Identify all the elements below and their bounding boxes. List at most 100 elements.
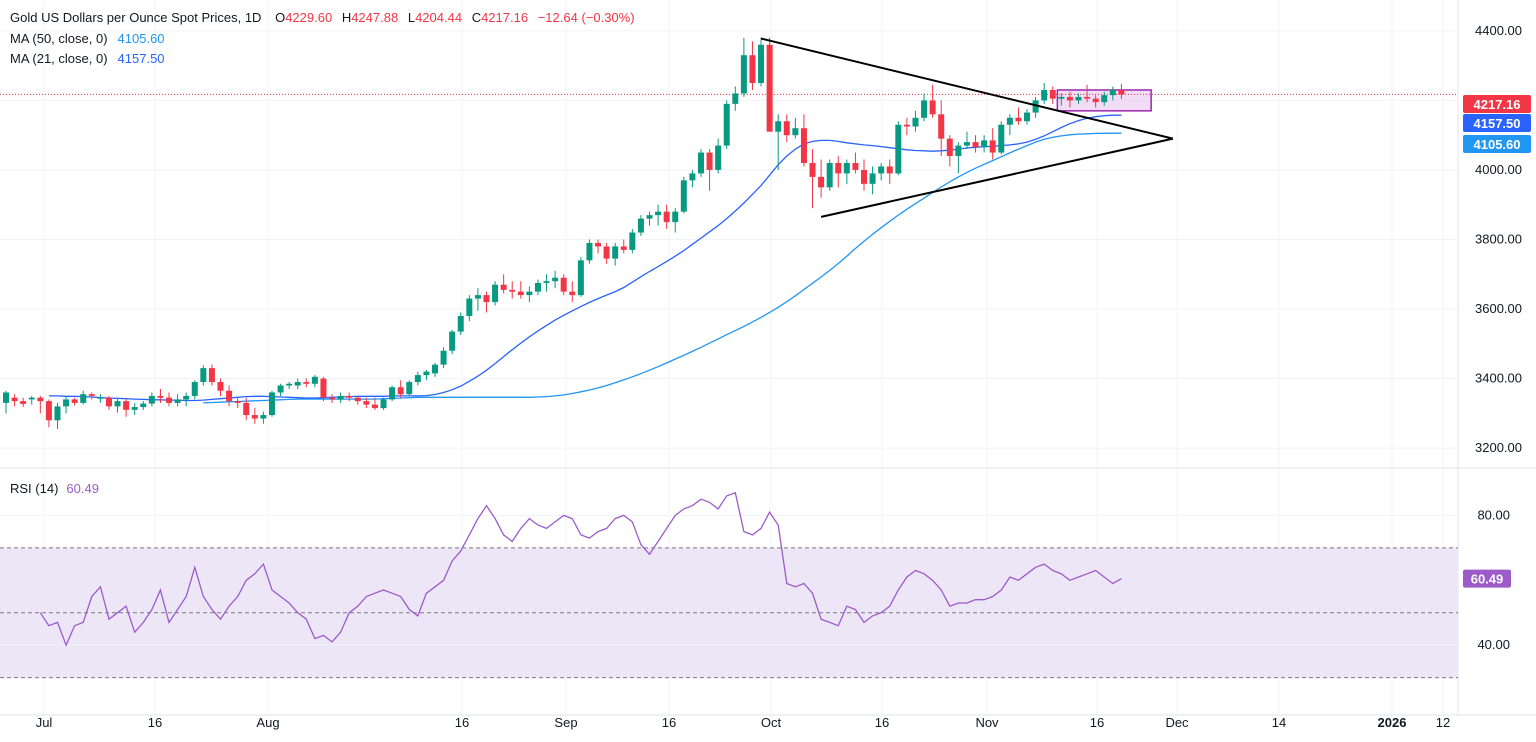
candle-body	[191, 382, 198, 396]
candle	[697, 149, 704, 177]
candle	[706, 149, 713, 191]
candle-body	[792, 128, 799, 136]
symbol-legend: Gold US Dollars per Ounce Spot Prices, 1…	[10, 10, 635, 26]
candle	[114, 397, 121, 413]
candle	[1032, 96, 1039, 118]
candle-body	[97, 397, 104, 399]
candle-body	[620, 246, 627, 250]
candle	[97, 394, 104, 403]
high-value: 4247.88	[351, 10, 399, 25]
candle-body	[37, 397, 44, 402]
candle	[320, 376, 327, 402]
candle	[1024, 109, 1031, 125]
ma50-label: MA (50, close, 0)	[10, 31, 108, 46]
price-badge-label: 4157.50	[1474, 116, 1521, 131]
candle	[337, 392, 344, 403]
ma21-value: 4157.50	[117, 51, 165, 66]
candle	[689, 169, 696, 188]
candle	[723, 100, 730, 150]
candle-body	[740, 55, 747, 94]
candle	[329, 394, 336, 403]
candle	[3, 390, 9, 414]
candle	[105, 395, 112, 410]
candle-body	[243, 402, 250, 416]
rsi-legend: RSI (14) 60.49	[10, 481, 99, 497]
rsi-badge: 60.49	[1463, 569, 1511, 588]
candle	[775, 114, 782, 170]
time-axis-label: 16	[875, 715, 889, 730]
close-value: 4217.16	[481, 10, 529, 25]
candle-body	[663, 211, 670, 223]
candle-body	[895, 124, 902, 174]
candle-body	[492, 284, 499, 303]
candle	[715, 138, 722, 174]
candle-body	[526, 291, 533, 296]
candle-body	[595, 242, 602, 247]
candle-body	[166, 397, 173, 403]
candle	[157, 388, 164, 403]
candle	[998, 121, 1005, 155]
candle	[938, 100, 945, 157]
candle	[28, 395, 35, 405]
candle-body	[380, 399, 387, 409]
candle-body	[603, 246, 610, 259]
candle	[80, 390, 87, 405]
candle	[148, 392, 155, 407]
candle-body	[689, 173, 696, 181]
candle-body	[963, 142, 970, 146]
price-badge-bg	[1463, 95, 1531, 113]
ma50-line	[203, 132, 1122, 404]
candle-body	[534, 282, 541, 292]
time-axis-label: 16	[148, 715, 162, 730]
candle-body	[432, 364, 438, 374]
candle	[646, 211, 653, 226]
rsi-value: 60.49	[66, 481, 99, 496]
ma21-line	[48, 114, 1122, 402]
candle-body	[929, 100, 936, 115]
price-tick-label: 4000.00	[1475, 162, 1522, 177]
candle	[71, 397, 78, 406]
rsi-line	[39, 491, 1122, 647]
candle	[586, 239, 593, 264]
candle-body	[886, 166, 893, 174]
price-tick-label: 3800.00	[1475, 231, 1522, 246]
candle	[37, 395, 44, 414]
candle-body	[466, 298, 473, 316]
candle	[226, 385, 233, 407]
time-axis-label: Jul	[36, 715, 53, 730]
candle	[397, 380, 404, 398]
candle-body	[80, 394, 87, 403]
candle-body	[1066, 96, 1073, 101]
candle	[629, 229, 636, 254]
candle	[1092, 95, 1099, 108]
candle	[886, 159, 893, 184]
candle-body	[800, 128, 807, 163]
candle-body	[1024, 112, 1031, 122]
candle	[466, 295, 473, 322]
candle	[552, 270, 559, 289]
candle-body	[818, 176, 825, 188]
candle-body	[389, 387, 396, 400]
candle-body	[337, 395, 344, 400]
candle	[346, 392, 353, 402]
candle-body	[655, 211, 662, 216]
candle	[792, 117, 799, 139]
candle-body	[723, 103, 730, 146]
candle-body	[543, 281, 550, 283]
candle	[166, 392, 173, 407]
candle-body	[294, 382, 301, 386]
candle	[492, 281, 499, 306]
candle	[449, 329, 456, 355]
candle-body	[183, 395, 190, 400]
time-axis-label: Nov	[975, 715, 999, 730]
candle	[1058, 93, 1065, 106]
candle-body	[586, 242, 593, 261]
candle-body	[775, 121, 782, 132]
candle-body	[912, 117, 919, 127]
candle-body	[989, 140, 996, 153]
candle	[1049, 86, 1056, 104]
candle	[432, 362, 438, 377]
candle	[903, 117, 910, 136]
close-label: C	[471, 10, 482, 25]
ma50-legend: MA (50, close, 0) 4105.60	[10, 31, 165, 47]
